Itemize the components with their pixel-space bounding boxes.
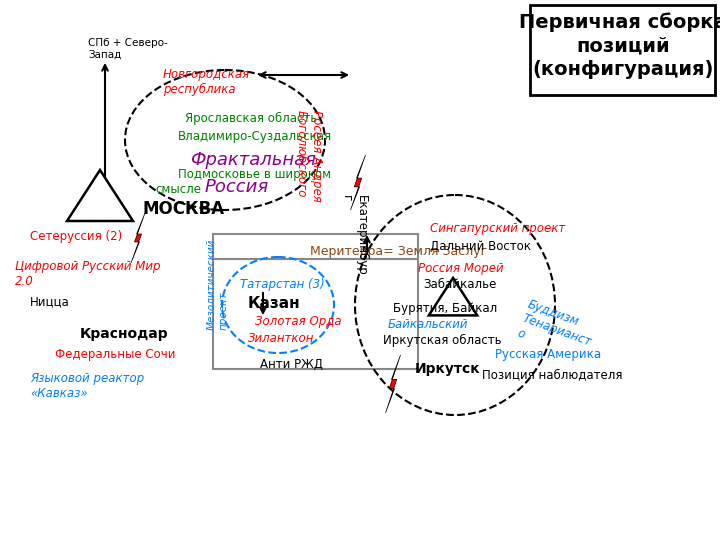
Text: Забайкалье: Забайкалье — [423, 278, 496, 291]
Text: Фрактальная: Фрактальная — [190, 151, 316, 169]
Text: Ярославская область: Ярославская область — [185, 112, 318, 125]
Text: Цифровой Русский Мир
2.0: Цифровой Русский Мир 2.0 — [15, 260, 161, 288]
Text: Языковой реактор
«Кавказ»: Языковой реактор «Кавказ» — [30, 372, 144, 400]
Polygon shape — [385, 355, 400, 413]
Text: Иркутская область: Иркутская область — [383, 334, 502, 347]
Text: Золотая Орда: Золотая Орда — [255, 315, 341, 328]
Text: Россия: Россия — [205, 178, 269, 196]
Text: СПб + Северо-
Запад: СПб + Северо- Запад — [88, 38, 168, 59]
Text: Дальний Восток: Дальний Восток — [430, 240, 531, 253]
Text: смысле: смысле — [155, 183, 201, 196]
Text: Первичная сборка
позиций
(конфигурация): Первичная сборка позиций (конфигурация) — [519, 12, 720, 78]
Text: Казан: Казан — [248, 296, 301, 311]
Text: Буддизм
Тенарианст
о: Буддизм Тенарианст о — [516, 298, 598, 363]
Text: Подмосковье в широком: Подмосковье в широком — [178, 168, 331, 181]
Text: Позиция наблюдателя: Позиция наблюдателя — [482, 368, 623, 381]
Text: Екатеринбур
г: Екатеринбур г — [340, 195, 368, 276]
Text: Краснодар: Краснодар — [80, 327, 168, 341]
Bar — [213, 234, 418, 259]
Text: МОСКВА: МОСКВА — [143, 200, 225, 218]
Text: Россия Морей: Россия Морей — [418, 262, 503, 275]
Text: Федеральные Сочи: Федеральные Сочи — [55, 348, 176, 361]
Text: Росеея Андрея
Боголюбского: Росеея Андрея Боголюбского — [295, 110, 323, 202]
Text: Татарстан (3): Татарстан (3) — [240, 278, 325, 291]
Text: Иркутск: Иркутск — [415, 362, 481, 376]
Text: Сетеруссия (2): Сетеруссия (2) — [30, 230, 122, 243]
Text: Мезолитический
проект: Мезолитический проект — [207, 239, 229, 330]
Text: Байкальский: Байкальский — [388, 318, 469, 331]
Bar — [530, 5, 715, 95]
Text: Меритерра= Земля Заслуг: Меритерра= Земля Заслуг — [310, 245, 487, 258]
Text: Зиланткон: Зиланткон — [248, 332, 315, 345]
Polygon shape — [67, 170, 133, 221]
Text: Русская Америка: Русская Америка — [495, 348, 601, 361]
Polygon shape — [351, 155, 366, 210]
Text: Анти РЖД: Анти РЖД — [260, 358, 323, 371]
Bar — [213, 259, 418, 369]
Text: Сингапурский проект: Сингапурский проект — [430, 222, 565, 235]
Polygon shape — [429, 278, 477, 315]
Text: Новгородская
республика: Новгородская республика — [163, 68, 251, 96]
Text: Владимиро-Суздальская: Владимиро-Суздальская — [178, 130, 332, 143]
Polygon shape — [131, 213, 145, 263]
Text: Бурятия, Байкал: Бурятия, Байкал — [393, 302, 498, 315]
Text: Ницца: Ницца — [30, 295, 70, 308]
